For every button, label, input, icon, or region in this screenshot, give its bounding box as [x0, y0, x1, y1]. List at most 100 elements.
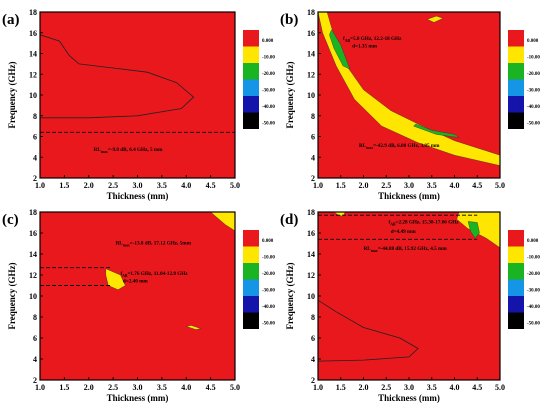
x-tick-label: 5.0	[495, 181, 505, 190]
y-tick-label: 6	[311, 133, 315, 142]
contour-region	[210, 212, 235, 232]
legend-swatch	[508, 230, 524, 247]
x-tick-label: 5.0	[230, 181, 240, 190]
annotation-label: d=2.40 mm	[123, 278, 149, 284]
legend-swatch	[508, 79, 524, 96]
legend-label: -10.00	[262, 56, 275, 61]
x-tick-label: 1.0	[35, 181, 45, 190]
legend-swatch	[243, 230, 259, 247]
y-tick-label: 14	[29, 50, 37, 59]
y-tick-label: 18	[29, 208, 37, 217]
y-tick-label: 4	[311, 153, 315, 162]
y-tick-label: 16	[29, 229, 37, 238]
y-tick-label: 14	[29, 250, 37, 259]
legend-swatch	[508, 312, 524, 329]
y-tick-label: 2	[311, 376, 315, 385]
legend: 0.000 -10.00 -20.00 -30.00 -40.00 -50.00	[508, 230, 540, 329]
y-tick-label: 10	[307, 292, 315, 301]
legend-swatch	[508, 112, 524, 129]
y-tick-label: 2	[33, 174, 37, 183]
panel-c: RLmax=-13.8 dB, 17.12 GHz, 5mm fAB=1.76 G…	[2, 208, 275, 403]
x-tick-label: 1.5	[336, 383, 346, 392]
x-axis-label: Thickness (mm)	[378, 393, 440, 403]
x-tick-label: 4.0	[181, 383, 191, 392]
legend-label: -50.00	[527, 322, 540, 327]
x-tick-label: 4.5	[472, 181, 482, 190]
x-tick-label: 2.5	[108, 181, 118, 190]
x-axis-label: Thickness (mm)	[378, 191, 440, 201]
annotation-label: d=1.35 mm	[352, 43, 378, 49]
x-tick-label: 4.5	[206, 181, 216, 190]
y-tick-label: 16	[307, 29, 315, 38]
y-tick-label: 12	[307, 70, 315, 79]
panel-a: RLmax=-9.8 dB, 6.4 GHz, 5 mm 1.0 1.5 2.0 2.5…	[2, 8, 275, 201]
y-tick-label: 14	[307, 50, 315, 59]
y-tick-label: 2	[33, 376, 37, 385]
legend-label: -20.00	[262, 72, 275, 77]
legend-label: -20.00	[262, 272, 275, 277]
legend-swatch	[243, 96, 259, 113]
x-tick-label: 2.0	[84, 383, 94, 392]
annotation-label: fAB=5.8 GHz, 12.2-18 GHz	[343, 36, 402, 43]
x-axis-label: Thickness (mm)	[107, 191, 169, 201]
legend-label: -20.00	[527, 72, 540, 77]
annotation-label: RLmax=-9.8 dB, 6.4 GHz, 5 mm	[94, 147, 164, 154]
contour-line	[40, 34, 195, 119]
x-tick-label: 5.0	[495, 383, 505, 392]
x-tick-label: 3.5	[157, 181, 167, 190]
annotation-label: fAB=2.28 GHz, 15.38-17.66 GHz	[389, 220, 460, 227]
legend-label: 0.000	[262, 39, 274, 44]
legend-label: -20.00	[527, 272, 540, 277]
annotation-label: RLmax=-42.9 dB, 6.08 GHz, 3.85 mm	[359, 143, 440, 150]
y-tick-label: 14	[307, 250, 315, 259]
legend-label: 0.000	[262, 239, 274, 244]
legend-swatch	[243, 79, 259, 96]
legend-label: -50.00	[527, 122, 540, 127]
legend: 0.000 -10.00 -20.00 -30.00 -40.00 -50.00	[243, 30, 275, 129]
y-tick-label: 8	[33, 112, 37, 121]
y-tick-label: 12	[29, 271, 37, 280]
annotation-label: RLmax=-44.88 dB, 15.92 GHz, 4.5 mm	[364, 246, 448, 253]
y-axis-label: Frequency (GHz)	[7, 262, 17, 329]
y-tick-label: 10	[29, 292, 37, 301]
contour-region	[467, 221, 480, 239]
x-tick-label: 4.5	[206, 383, 216, 392]
legend-swatch	[508, 296, 524, 313]
y-tick-label: 12	[307, 271, 315, 280]
x-tick-label: 3.5	[157, 383, 167, 392]
contour-line	[318, 299, 419, 362]
legend-label: -30.00	[262, 89, 275, 94]
x-tick-label: 5.0	[230, 383, 240, 392]
plot-background	[318, 212, 500, 380]
y-tick-label: 10	[307, 91, 315, 100]
x-axis-label: Thickness (mm)	[107, 393, 169, 403]
y-tick-label: 6	[33, 133, 37, 142]
x-tick-label: 1.0	[313, 181, 323, 190]
contour-region	[329, 29, 351, 70]
x-tick-label: 1.0	[313, 383, 323, 392]
legend-label: -10.00	[527, 56, 540, 61]
panel-label: (d)	[280, 212, 298, 228]
legend-swatch	[243, 246, 259, 263]
contour-region	[413, 123, 460, 138]
y-tick-label: 4	[311, 355, 315, 364]
y-tick-label: 18	[307, 208, 315, 217]
y-tick-label: 12	[29, 70, 37, 79]
legend-swatch	[508, 30, 524, 47]
legend-label: -10.00	[527, 256, 540, 261]
x-tick-label: 2.5	[381, 383, 391, 392]
panel-label: (b)	[280, 12, 298, 28]
legend-label: -40.00	[262, 105, 275, 110]
y-tick-label: 6	[311, 334, 315, 343]
x-tick-label: 3.0	[133, 383, 143, 392]
legend-swatch	[243, 296, 259, 313]
y-tick-label: 16	[29, 29, 37, 38]
legend-label: -50.00	[262, 122, 275, 127]
x-tick-label: 3.5	[427, 383, 437, 392]
legend-swatch	[508, 63, 524, 80]
legend-swatch	[243, 279, 259, 296]
legend-swatch	[243, 112, 259, 129]
x-tick-label: 1.0	[35, 383, 45, 392]
